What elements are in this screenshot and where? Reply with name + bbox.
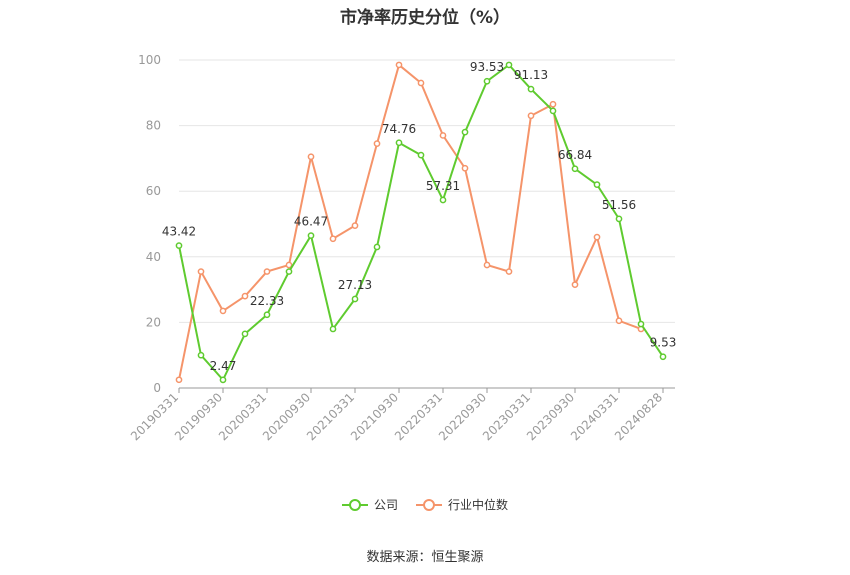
data-point-company[interactable] xyxy=(549,107,557,115)
data-point-industry-median[interactable] xyxy=(527,112,535,120)
data-point-industry-median[interactable] xyxy=(549,100,557,108)
grid-lines xyxy=(179,59,675,323)
y-tick-label: 100 xyxy=(138,53,161,67)
x-tick-label: 20240828 xyxy=(612,390,665,443)
y-tick-label: 20 xyxy=(146,315,161,329)
data-point-industry-median[interactable] xyxy=(483,261,491,269)
data-point-company[interactable] xyxy=(175,242,183,249)
data-point-industry-median[interactable] xyxy=(263,268,271,275)
data-point-industry-median[interactable] xyxy=(373,140,381,147)
data-point-company[interactable] xyxy=(351,295,359,303)
data-point-industry-median[interactable] xyxy=(285,261,293,269)
data-label: 93.53 xyxy=(470,60,504,74)
y-tick-label: 40 xyxy=(146,250,161,264)
data-point-company[interactable] xyxy=(593,181,601,188)
data-point-company[interactable] xyxy=(615,215,623,223)
data-point-company[interactable] xyxy=(373,243,381,251)
y-tick-label: 60 xyxy=(146,184,161,198)
legend-industry-marker-icon xyxy=(416,498,442,512)
data-point-industry-median[interactable] xyxy=(175,376,183,384)
data-point-company[interactable] xyxy=(483,77,491,85)
data-point-company[interactable] xyxy=(263,311,271,319)
data-label: 66.84 xyxy=(558,148,592,162)
y-tick-label: 80 xyxy=(146,119,161,133)
data-labels: 43.42 2.47 22.33 46.47 27.13 74.76 57.31 93.53 9… xyxy=(162,60,677,373)
data-point-industry-median[interactable] xyxy=(395,61,403,69)
data-point-company[interactable] xyxy=(571,165,579,173)
data-point-industry-median[interactable] xyxy=(197,268,205,275)
legend: 公司 行业中位数 xyxy=(0,496,850,513)
legend-company-marker-icon xyxy=(341,498,368,512)
data-point-industry-median[interactable] xyxy=(615,317,623,325)
legend-item-company[interactable]: 公司 xyxy=(341,496,398,513)
legend-item-industry-median[interactable]: 行业中位数 xyxy=(416,496,508,513)
data-label: 2.47 xyxy=(210,359,237,373)
data-point-industry-median[interactable] xyxy=(241,292,249,300)
data-point-industry-median[interactable] xyxy=(219,307,227,315)
data-label: 9.53 xyxy=(650,336,677,350)
data-point-company[interactable] xyxy=(329,325,337,333)
data-point-industry-median[interactable] xyxy=(307,153,315,161)
legend-company-label: 公司 xyxy=(373,498,398,512)
series-line-company xyxy=(178,63,664,382)
series-lines xyxy=(175,61,667,384)
data-point-industry-median[interactable] xyxy=(593,233,601,241)
data-label: 22.33 xyxy=(250,294,284,308)
data-point-company[interactable] xyxy=(637,320,645,328)
data-label: 91.13 xyxy=(514,68,548,82)
data-point-company[interactable] xyxy=(527,85,535,93)
data-label: 46.47 xyxy=(294,215,328,229)
data-point-company[interactable] xyxy=(439,196,447,204)
data-point-company[interactable] xyxy=(219,376,227,384)
data-point-company[interactable] xyxy=(197,351,205,359)
data-point-industry-median[interactable] xyxy=(571,281,579,289)
data-point-company[interactable] xyxy=(285,268,293,275)
data-label: 74.76 xyxy=(382,122,416,136)
y-tick-label: 0 xyxy=(153,381,161,395)
legend-industry-label: 行业中位数 xyxy=(448,498,509,512)
data-point-industry-median[interactable] xyxy=(461,164,469,172)
chart-title: 市净率历史分位（%） xyxy=(339,8,511,28)
data-point-industry-median[interactable] xyxy=(329,235,337,243)
data-source-note: 数据来源：恒生聚源 xyxy=(366,550,484,565)
data-point-industry-median[interactable] xyxy=(439,132,447,139)
data-point-company[interactable] xyxy=(241,330,249,338)
data-label: 43.42 xyxy=(162,225,196,239)
data-point-industry-median[interactable] xyxy=(351,222,359,229)
data-label: 51.56 xyxy=(602,198,636,212)
data-point-company[interactable] xyxy=(417,151,425,159)
data-point-industry-median[interactable] xyxy=(417,79,425,87)
data-point-company[interactable] xyxy=(505,61,513,69)
data-point-industry-median[interactable] xyxy=(505,268,513,275)
data-point-company[interactable] xyxy=(307,232,315,239)
data-point-company[interactable] xyxy=(659,353,667,361)
data-point-company[interactable] xyxy=(395,139,403,147)
data-label: 27.13 xyxy=(338,278,372,292)
series-line-industry-median xyxy=(178,63,642,380)
data-label: 57.31 xyxy=(426,179,460,193)
data-point-company[interactable] xyxy=(461,128,469,136)
